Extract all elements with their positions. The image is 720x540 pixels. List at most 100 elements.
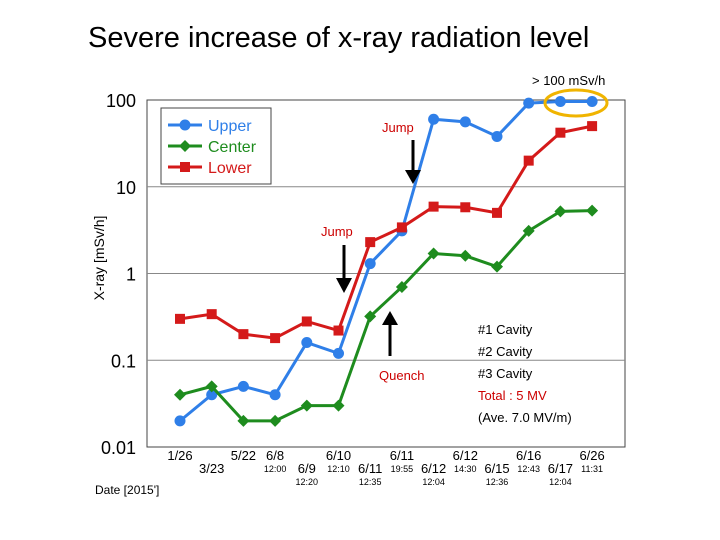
data-point-center (237, 414, 250, 427)
data-point-lower (396, 222, 407, 233)
x-tick-date: 6/9 (298, 461, 316, 476)
total-voltage-label: Total : 5 MV (478, 388, 547, 403)
x-tick-date: 6/12 (453, 448, 478, 463)
quench-arrow (382, 311, 398, 356)
x-tick-time: 19:55 (391, 464, 414, 474)
data-point-center (332, 399, 345, 412)
x-tick-date: 6/12 (421, 461, 446, 476)
x-tick-date: 5/22 (231, 448, 256, 463)
x-tick-time: 12:35 (359, 477, 382, 487)
legend-marker-upper (179, 119, 191, 131)
grid-lines (147, 186, 625, 361)
limit-label: > 100 mSv/h (532, 73, 605, 88)
x-tick-date: 6/8 (266, 448, 284, 463)
series-line-lower (179, 124, 593, 340)
x-tick-date: 6/11 (390, 448, 414, 463)
data-point-upper (206, 389, 218, 401)
data-point-center (269, 414, 282, 427)
data-point-upper (301, 337, 313, 349)
data-point-center (205, 380, 218, 393)
data-point-center (459, 249, 472, 262)
limit-highlight-ellipse (543, 88, 609, 118)
data-point-center (300, 399, 313, 412)
legend-marker-center (179, 140, 191, 152)
data-point-center (586, 204, 599, 217)
x-tick-date: 6/15 (484, 461, 509, 476)
cavity-2-label: #2 Cavity (478, 344, 533, 359)
x-tick-date: 6/17 (548, 461, 573, 476)
x-tick-date: 1/26 (167, 448, 192, 463)
legend-label-center: Center (208, 139, 257, 156)
x-tick-time: 12:00 (264, 464, 287, 474)
legend-label-lower: Lower (208, 160, 252, 177)
x-tick-time: 11:31 (581, 464, 603, 474)
y-tick-label: 10 (116, 178, 136, 198)
cavity-1-label: #1 Cavity (478, 322, 533, 337)
legend-entry-lower: Lower (168, 160, 252, 177)
x-tick-time: 12:20 (296, 477, 319, 487)
data-point-upper (428, 113, 440, 125)
data-point-lower (175, 313, 185, 324)
data-point-center (395, 280, 408, 293)
jump-arrow-lower (336, 245, 352, 293)
quench-label: Quench (379, 368, 425, 383)
data-point-center (491, 260, 503, 273)
data-point-center (522, 224, 535, 237)
data-point-lower (587, 121, 598, 132)
y-tick-label: 0.1 (111, 351, 136, 371)
x-tick-time: 12:04 (549, 477, 572, 487)
legend-label-upper: Upper (208, 118, 252, 135)
data-point-lower (523, 155, 534, 166)
data-point-upper (586, 96, 598, 108)
data-point-upper (459, 116, 471, 128)
data-point-upper (554, 96, 566, 108)
data-point-lower (206, 309, 217, 320)
data-point-center (554, 205, 567, 218)
data-point-lower (333, 325, 344, 336)
data-point-upper (523, 97, 535, 109)
average-gradient-label: (Ave. 7.0 MV/m) (478, 410, 572, 425)
jump-label-upper: Jump (382, 120, 414, 135)
series-center (174, 204, 599, 427)
data-point-upper (491, 130, 503, 142)
x-tick-date: 3/23 (199, 461, 224, 476)
y-tick-label: 0.01 (101, 438, 136, 458)
legend: Upper Center Lower (160, 107, 272, 185)
data-point-lower (365, 237, 376, 248)
x-tick-date: 6/11 (358, 461, 382, 476)
jump-label-lower: Jump (321, 224, 353, 239)
data-point-center (364, 310, 377, 323)
data-point-lower (270, 333, 281, 344)
data-point-upper (364, 258, 376, 270)
series-group (174, 96, 599, 427)
data-point-lower (492, 207, 502, 218)
jump-arrow-upper (405, 140, 421, 184)
x-tick-time: 14:30 (454, 464, 477, 474)
data-point-upper (174, 415, 186, 427)
data-point-lower (428, 201, 439, 212)
x-tick-time: 12:04 (422, 477, 445, 487)
series-upper (174, 96, 598, 427)
x-tick-date: 6/10 (326, 448, 351, 463)
legend-entry-upper: Upper (168, 118, 252, 135)
legend-entry-center: Center (168, 139, 257, 156)
x-tick-date: 6/16 (516, 448, 541, 463)
cavity-info: #1 Cavity #2 Cavity #3 Cavity Total : 5 … (478, 322, 572, 425)
series-lower (175, 121, 598, 344)
data-point-center (174, 388, 186, 401)
data-point-lower (238, 329, 249, 340)
y-tick-label: 100 (106, 91, 136, 111)
data-point-lower (301, 316, 312, 327)
data-point-lower (555, 127, 566, 138)
legend-marker-lower (180, 162, 190, 172)
data-point-upper (333, 347, 344, 359)
data-point-lower (460, 202, 471, 213)
x-axis-label: Date [2015'] (95, 483, 159, 497)
y-axis-label: X-ray [mSv/h] (91, 216, 107, 301)
x-tick-time: 12:10 (327, 464, 350, 474)
y-tick-label: 1 (126, 265, 136, 285)
x-tick-time: 12:43 (517, 464, 540, 474)
cavity-3-label: #3 Cavity (478, 366, 533, 381)
